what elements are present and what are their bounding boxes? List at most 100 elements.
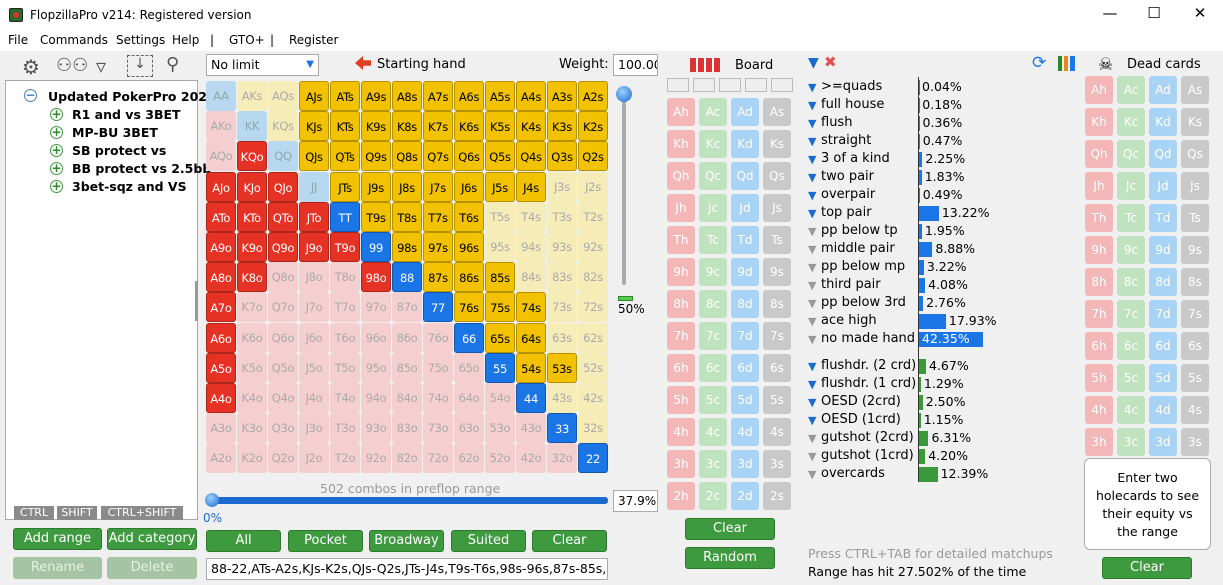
broadway-button[interactable]: Broadway <box>369 530 444 552</box>
board-card[interactable]: 8c <box>699 290 727 318</box>
board-card[interactable]: 3h <box>667 450 695 478</box>
hand-cell[interactable]: A5o <box>206 352 236 383</box>
board-card[interactable]: Jh <box>667 194 695 222</box>
board-card[interactable]: 5h <box>667 386 695 414</box>
filter-funnel-icon[interactable]: ▼ <box>808 315 817 328</box>
hand-cell[interactable]: A5s <box>485 81 515 111</box>
tree-item[interactable]: MP-BU 3BET <box>72 125 158 140</box>
hand-cell[interactable]: KQs <box>268 111 298 142</box>
hand-cell[interactable]: K2o <box>237 443 267 474</box>
dead-card[interactable]: Td <box>1149 204 1177 232</box>
board-card[interactable]: Jc <box>699 194 727 222</box>
hand-cell[interactable]: 73o <box>423 413 453 444</box>
hand-cell[interactable]: 32o <box>547 443 577 474</box>
hand-cell[interactable]: J6s <box>454 171 484 202</box>
tree-item[interactable]: BB protect vs 2.5bb <box>72 161 212 176</box>
hand-cell[interactable]: Q6s <box>454 141 484 172</box>
board-card[interactable]: 4h <box>667 418 695 446</box>
tree-root[interactable]: Updated PokerPro 2021 <box>48 89 216 104</box>
hand-cell[interactable]: K7s <box>423 111 453 142</box>
board-card[interactable]: 6s <box>763 354 791 382</box>
hand-cell[interactable]: T7s <box>423 201 453 232</box>
dead-card[interactable]: Qc <box>1117 140 1145 168</box>
hand-cell[interactable]: Q8s <box>392 141 422 172</box>
dead-card[interactable]: Qh <box>1085 140 1113 168</box>
filter-funnel-icon[interactable]: ▼ <box>808 135 817 148</box>
hand-cell[interactable]: J4s <box>516 171 546 202</box>
hand-cell[interactable]: 42s <box>578 383 608 413</box>
hand-cell[interactable]: J6o <box>299 322 329 353</box>
hand-cell[interactable]: A2o <box>206 443 236 474</box>
weight-input[interactable]: 100.00 <box>613 54 658 76</box>
hand-cell[interactable]: AJs <box>299 81 329 111</box>
board-card[interactable]: 2c <box>699 482 727 510</box>
draw-stat-label[interactable]: flushdr. (2 crd) <box>821 358 917 373</box>
dead-card[interactable]: As <box>1181 76 1209 104</box>
hand-cell[interactable]: 97o <box>361 292 391 323</box>
dead-card[interactable]: 7c <box>1117 300 1145 328</box>
board-card[interactable]: 7d <box>731 322 759 350</box>
hand-cell[interactable]: 43o <box>516 413 546 444</box>
menu-settings[interactable]: Settings <box>116 33 166 47</box>
filter-funnel-icon[interactable]: ▼ <box>808 189 817 202</box>
ctrl-shift-key[interactable]: CTRL+SHIFT <box>101 506 183 520</box>
hand-cell[interactable]: A7o <box>206 292 236 323</box>
hand-cell[interactable]: A2s <box>578 81 608 111</box>
hand-cell[interactable]: 66 <box>454 322 484 353</box>
add-category-button[interactable]: Add category <box>107 528 197 550</box>
hand-cell[interactable]: K8s <box>392 111 422 142</box>
range-progress-track[interactable] <box>211 497 608 504</box>
hand-cell[interactable]: Q7s <box>423 141 453 172</box>
hand-cell[interactable]: K3o <box>237 413 267 444</box>
hand-cell[interactable]: 84s <box>516 262 546 293</box>
dead-card[interactable]: Ad <box>1149 76 1177 104</box>
filter-funnel-icon[interactable]: ▼ <box>808 450 817 463</box>
made-hand-stat-label[interactable]: full house <box>821 97 885 112</box>
hand-cell[interactable]: 33 <box>547 413 577 444</box>
draw-stat-label[interactable]: gutshot (1crd) <box>821 448 914 463</box>
hand-cell[interactable]: T7o <box>330 292 360 323</box>
dead-card[interactable]: 3c <box>1117 428 1145 456</box>
dead-card[interactable]: Tc <box>1117 204 1145 232</box>
hand-cell[interactable]: A4s <box>516 81 546 111</box>
shift-key[interactable]: SHIFT <box>57 506 97 520</box>
users-icon[interactable]: ⚇⚇ <box>56 55 89 76</box>
bar-chart-icon[interactable] <box>1058 56 1075 71</box>
expand-icon[interactable]: + <box>50 179 63 193</box>
hand-cell[interactable]: K4s <box>516 111 546 142</box>
hand-cell[interactable]: AA <box>206 81 236 111</box>
filter-funnel-icon[interactable]: ▼ <box>808 279 817 292</box>
hand-cell[interactable]: A3s <box>547 81 577 111</box>
hand-cell[interactable]: K6o <box>237 322 267 353</box>
suited-button[interactable]: Suited <box>451 530 526 552</box>
dead-card[interactable]: 9s <box>1181 236 1209 264</box>
made-hand-stat-label[interactable]: two pair <box>821 169 874 184</box>
filter-funnel-icon[interactable]: ▼ <box>808 261 817 274</box>
range-text-field[interactable]: 88-22,ATs-A2s,KJs-K2s,QJs-Q2s,JTs-J4s,T9… <box>206 558 608 580</box>
filter-funnel-icon[interactable]: ▼ <box>808 360 817 373</box>
board-card[interactable]: 5s <box>763 386 791 414</box>
hand-cell[interactable]: K3s <box>547 111 577 142</box>
dead-card[interactable]: 9h <box>1085 236 1113 264</box>
board-card[interactable]: Ah <box>667 98 695 126</box>
hand-cell[interactable]: QTo <box>268 201 298 232</box>
hand-cell[interactable]: AJo <box>206 171 236 202</box>
hand-cell[interactable]: 97s <box>423 232 453 262</box>
hand-cell[interactable]: J2s <box>578 171 608 202</box>
board-card[interactable]: Kh <box>667 130 695 158</box>
hand-cell[interactable]: K2s <box>578 111 608 142</box>
clear-filter-icon[interactable]: ✖ <box>824 53 837 71</box>
dead-card[interactable]: 8h <box>1085 268 1113 296</box>
hand-cell[interactable]: 64s <box>516 322 546 353</box>
board-card[interactable]: 5c <box>699 386 727 414</box>
dead-clear-button[interactable]: Clear <box>1102 557 1192 579</box>
hand-cell[interactable]: 65s <box>485 322 515 353</box>
board-card[interactable]: 8s <box>763 290 791 318</box>
hand-cell[interactable]: 43s <box>547 383 577 413</box>
dead-card[interactable]: Ah <box>1085 76 1113 104</box>
board-card[interactable]: 3c <box>699 450 727 478</box>
hand-cell[interactable]: 52o <box>485 443 515 474</box>
hand-cell[interactable]: 72s <box>578 292 608 323</box>
dead-card[interactable]: 8s <box>1181 268 1209 296</box>
hand-cell[interactable]: 88 <box>392 262 422 293</box>
